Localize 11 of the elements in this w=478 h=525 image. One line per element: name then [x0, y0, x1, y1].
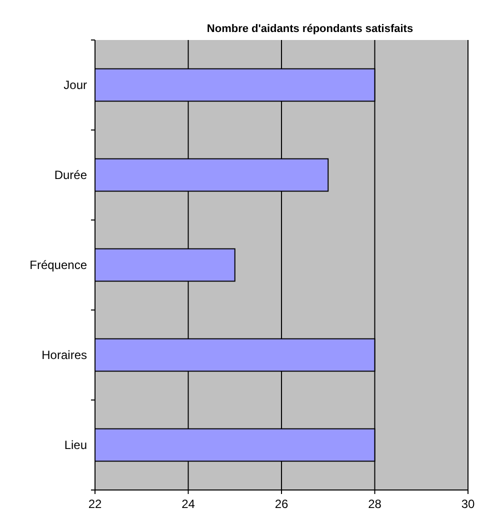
- x-tick-label: 22: [88, 497, 102, 511]
- y-tick-label: Fréquence: [30, 258, 88, 272]
- y-tick-label: Lieu: [64, 438, 87, 452]
- x-tick-label: 30: [461, 497, 475, 511]
- y-tick-label: Jour: [64, 78, 88, 92]
- y-tick-label: Horaires: [42, 348, 87, 362]
- chart-title: Nombre d'aidants répondants satisfaits: [206, 23, 414, 35]
- x-tick-label: 28: [368, 497, 382, 511]
- x-tick-label: 26: [274, 497, 288, 511]
- y-tick-label: Durée: [54, 168, 88, 182]
- x-tick-label: 24: [182, 497, 196, 511]
